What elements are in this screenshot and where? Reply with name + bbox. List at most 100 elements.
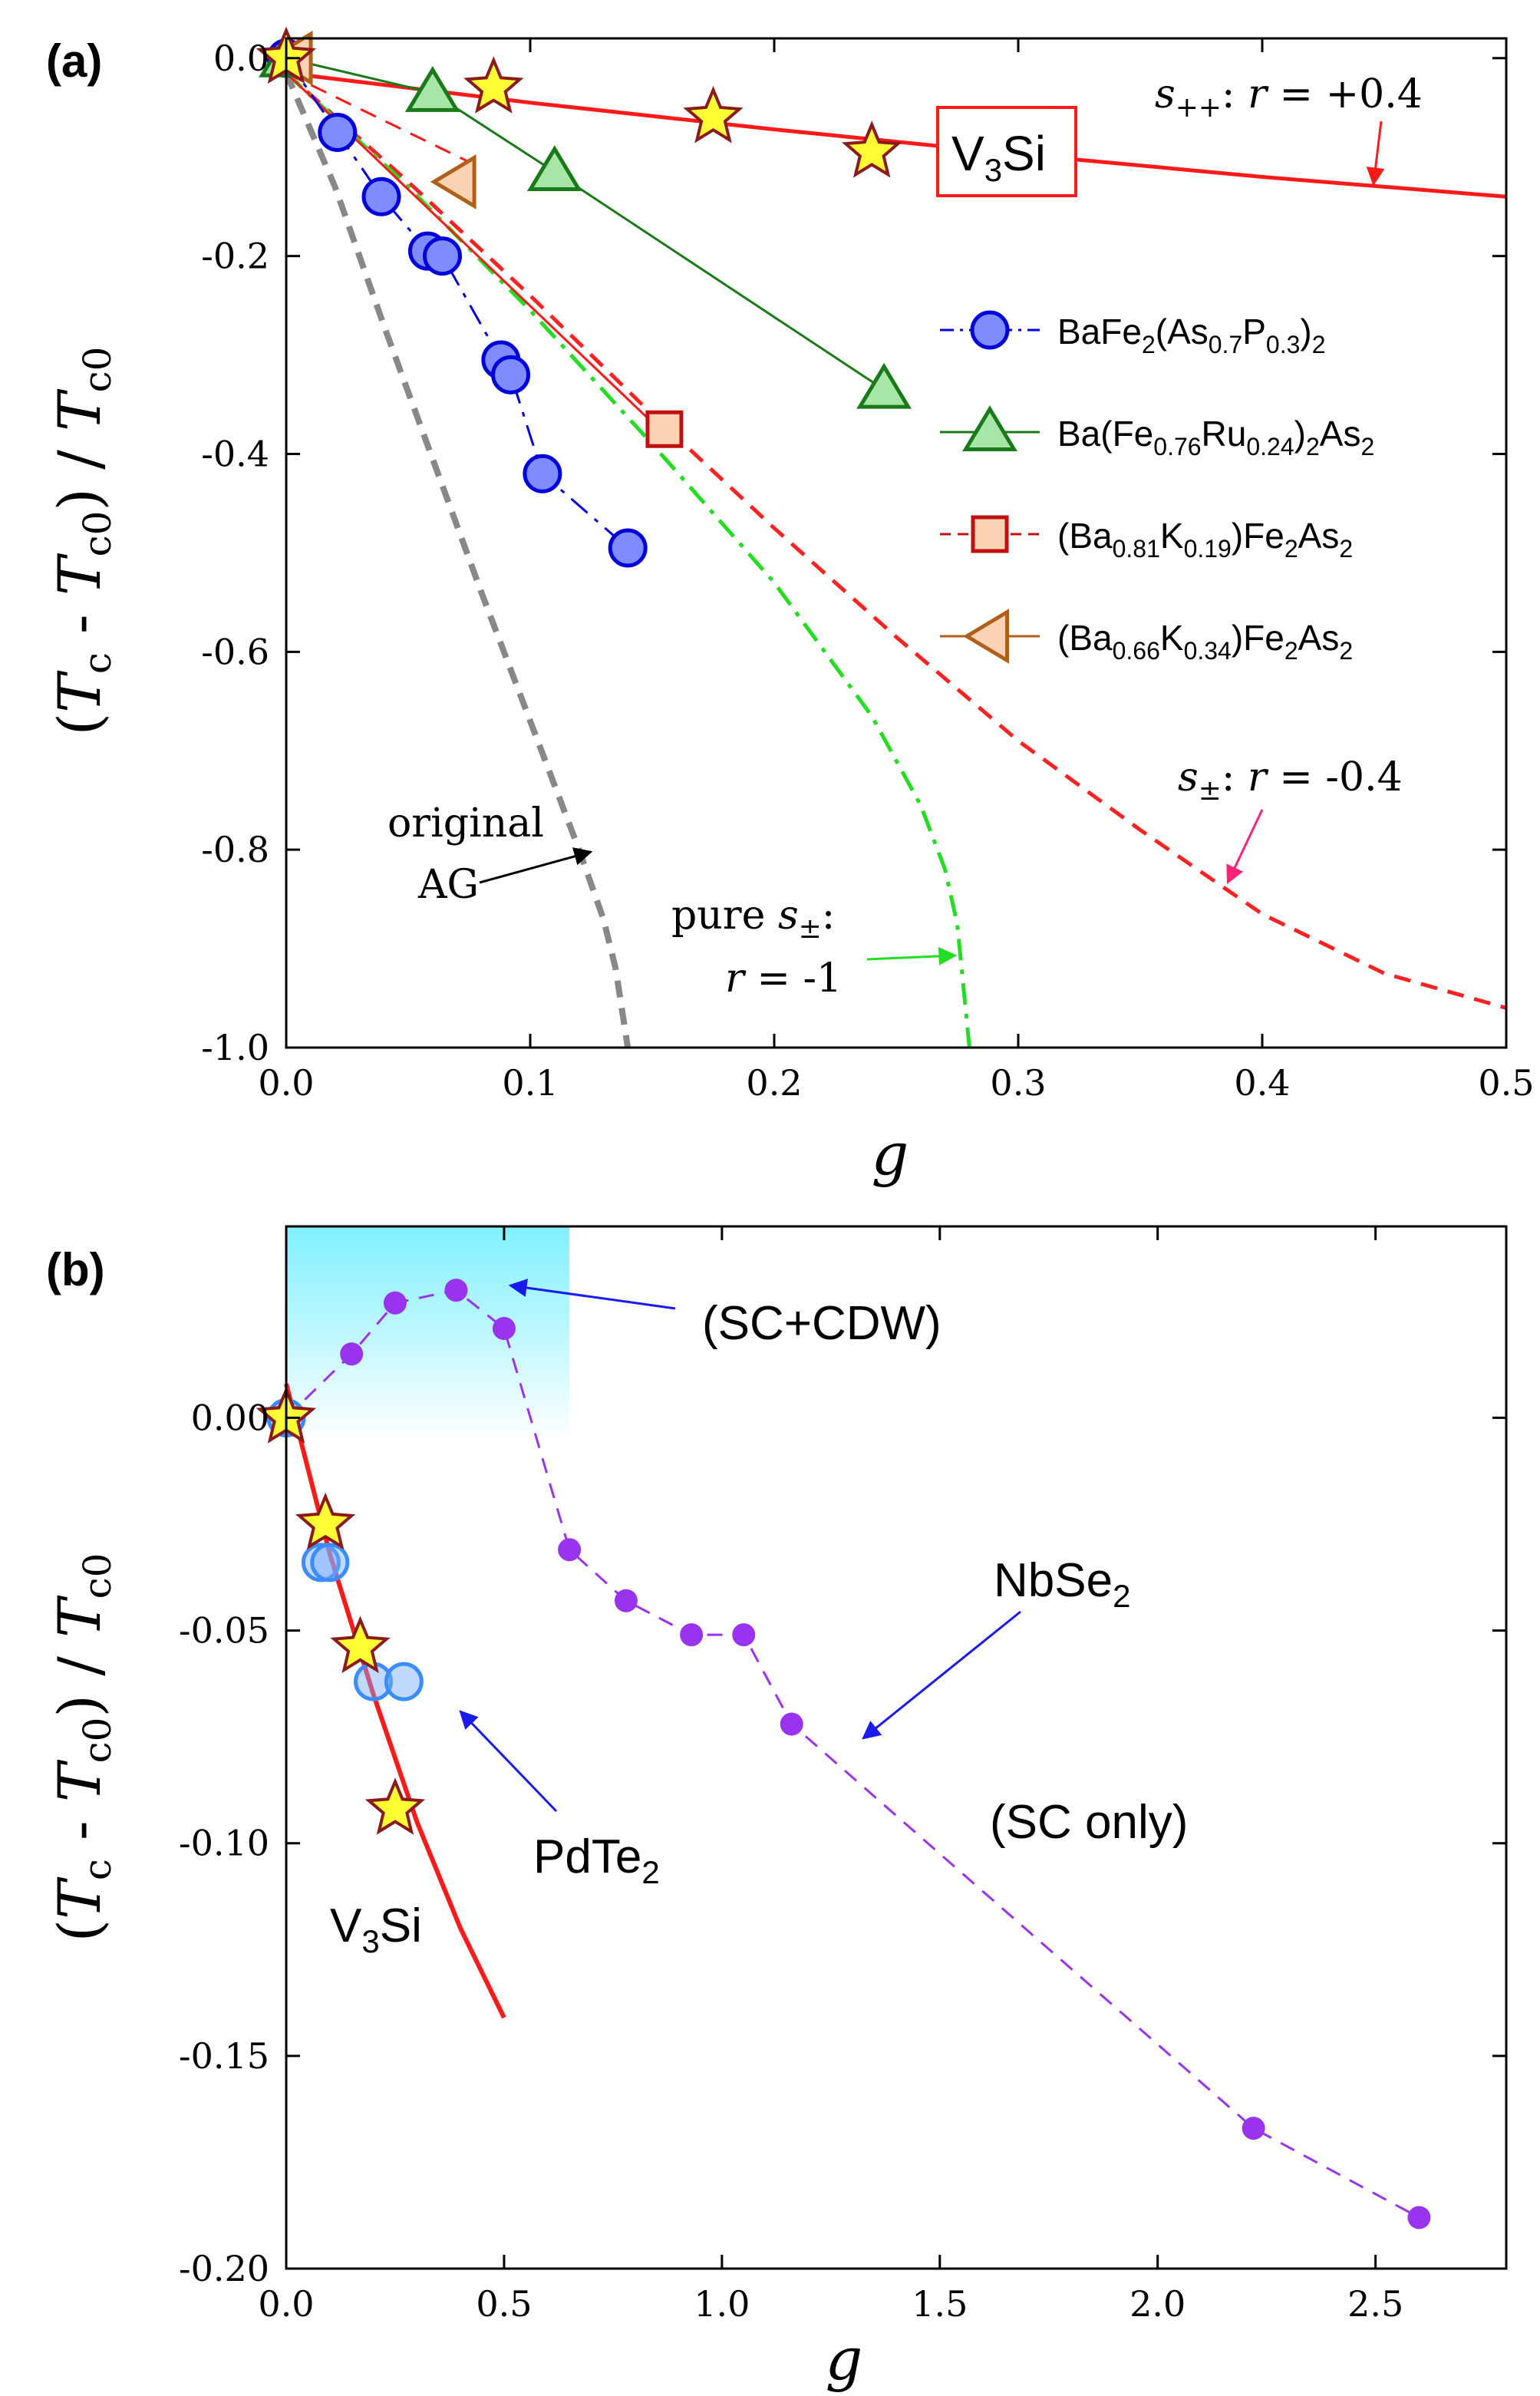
v3si-box-label: V3Si xyxy=(936,106,1077,197)
panel-a-point-1-7 xyxy=(523,454,562,493)
panel-b-point-1-4 xyxy=(384,1662,424,1701)
panel-a-ytick-label: -0.8 xyxy=(201,829,269,870)
spp-label: s++: r = +0.4 xyxy=(1155,71,1423,186)
panel-a-ytick-label: -1.0 xyxy=(201,1027,269,1068)
panel-a-frame xyxy=(285,37,1508,1049)
nbse2-label: NbSe2 xyxy=(862,1554,1130,1740)
legend-entry-2: (Ba0.81K0.19)Fe2As2 xyxy=(940,515,1353,563)
panel-b-frame xyxy=(285,1225,1508,2270)
panel-b-xtick-label: 1.0 xyxy=(694,2283,750,2325)
legend-label-1: Ba(Fe0.76Ru0.24)2As2 xyxy=(1057,414,1374,460)
svg-text:V3Si: V3Si xyxy=(951,126,1046,188)
svg-text:PdTe2: PdTe2 xyxy=(533,1830,660,1890)
legend-marker-2 xyxy=(971,515,1009,553)
spm-arrow xyxy=(1226,809,1264,885)
panel-a-point-0-2 xyxy=(683,85,744,144)
panel-a-ytick-label: -0.6 xyxy=(201,631,269,672)
panel-b-xtick-label: 2.0 xyxy=(1129,2283,1186,2325)
svg-text:(Tc - Tc0) / Tc0: (Tc - Tc0) / Tc0 xyxy=(45,346,120,735)
legend-label-2: (Ba0.81K0.19)Fe2As2 xyxy=(1057,516,1353,563)
panel-b-point-0-11 xyxy=(1407,2206,1431,2229)
panel-b-point-0-7 xyxy=(680,1623,704,1647)
panel-b-point-0-8 xyxy=(732,1623,756,1647)
panel-b-point-1-2 xyxy=(310,1543,350,1582)
legend-label-0: BaFe2(As0.7P0.3)2 xyxy=(1057,312,1326,358)
sccdw-label: (SC+CDW) xyxy=(508,1279,941,1350)
pure-spm-arrow xyxy=(866,946,958,965)
panel-a-x-title: g xyxy=(872,1120,909,1188)
panel-a-y-title: (Tc - Tc0) / Tc0 xyxy=(45,346,120,735)
pdte2-arrow xyxy=(459,1710,558,1813)
original-ag-label: original AG xyxy=(387,800,593,908)
panel-b-label: (b) xyxy=(46,1244,105,1295)
original-ag-arrow xyxy=(479,847,593,884)
svg-text:s±: r = -0.4: s±: r = -0.4 xyxy=(1178,754,1403,807)
svg-text:s++: r = +0.4: s++: r = +0.4 xyxy=(1155,71,1423,124)
panel-b-point-2-2 xyxy=(330,1615,391,1674)
legend-marker-0 xyxy=(970,310,1010,350)
panel-a-xtick-label: 0.2 xyxy=(746,1062,802,1104)
v3si-b-label: V3Si xyxy=(330,1899,422,1959)
panel-b-point-0-3 xyxy=(444,1279,468,1302)
panel-b-point-2-3 xyxy=(364,1777,426,1835)
legend-marker-1 xyxy=(962,405,1017,451)
panel-a-xtick-label: 0.3 xyxy=(990,1062,1046,1104)
panel-a-point-2-3 xyxy=(856,362,912,409)
panel-b-xtick-label: 2.5 xyxy=(1347,2283,1403,2325)
svg-text:r = -1: r = -1 xyxy=(725,955,842,1002)
panel-a-point-2-2 xyxy=(526,145,582,192)
panel-a-point-3-0 xyxy=(645,410,684,448)
panel-b-x-title: g xyxy=(826,2325,863,2393)
panel-b-ytick-label: -0.10 xyxy=(179,1823,269,1864)
panel-a-curve-1 xyxy=(285,71,1507,1010)
legend-label-3: (Ba0.66K0.34)Fe2As2 xyxy=(1057,618,1353,665)
panel-b-ytick-label: -0.15 xyxy=(179,2035,269,2077)
panel-b-point-2-1 xyxy=(295,1492,356,1550)
panel-a-point-0-1 xyxy=(463,56,524,114)
panel-b-xtick-label: 0.0 xyxy=(258,2283,314,2325)
panel-a-point-1-1 xyxy=(318,112,358,152)
panel-a-legend: BaFe2(As0.7P0.3)2 Ba(Fe0.76Ru0.24)2As2 (Ba… xyxy=(940,310,1374,665)
panel-a-point-4-1 xyxy=(430,154,477,210)
spm-label: s±: r = -0.4 xyxy=(1178,754,1403,885)
panel-a-ytick-label: -0.2 xyxy=(201,236,269,277)
panel-a-plot xyxy=(256,26,1507,1048)
sc-cdw-region xyxy=(286,1226,570,1441)
panel-a-ytick-label: -0.4 xyxy=(201,433,269,474)
panel-b-point-0-9 xyxy=(780,1712,803,1736)
panel-a-ytick-label: 0.0 xyxy=(213,38,269,79)
panel-b-series-line-0 xyxy=(285,1289,1420,2219)
panel-a-xtick-label: 0.0 xyxy=(258,1062,314,1104)
legend-entry-1: Ba(Fe0.76Ru0.24)2As2 xyxy=(940,405,1374,460)
panel-b-point-0-2 xyxy=(383,1291,407,1315)
panel-b-point-0-1 xyxy=(340,1342,364,1366)
svg-text:original: original xyxy=(387,800,544,847)
svg-text:pure s±:: pure s±: xyxy=(671,893,835,945)
panel-b-ytick-label: -0.20 xyxy=(179,2248,269,2289)
panel-b-ytick-label: 0.00 xyxy=(191,1397,269,1438)
panel-b-point-0-4 xyxy=(492,1317,516,1341)
panel-b-ticks: 0.0 0.5 1.0 1.5 2.0 2.5 0.00 -0.05 -0.10 -0.15 -0.… xyxy=(179,1226,1506,2325)
svg-text:AG: AG xyxy=(417,862,479,908)
panel-b-y-title: (Tc - Tc0) / Tc0 xyxy=(45,1553,120,1942)
panel-a-xtick-label: 0.1 xyxy=(502,1062,558,1104)
panel-a-point-1-8 xyxy=(608,528,648,568)
sconly-label: (SC only) xyxy=(990,1796,1188,1849)
pure-spm-label: pure s±: r = -1 xyxy=(671,893,958,1002)
svg-text:(Tc - Tc0) / Tc0: (Tc - Tc0) / Tc0 xyxy=(45,1553,120,1942)
legend-entry-0: BaFe2(As0.7P0.3)2 xyxy=(940,310,1326,358)
panel-a-ticks: 0.0 0.1 0.2 0.3 0.4 0.5 0.0 -0.2 -0.4 -0.6 -0.8 -1.… xyxy=(201,38,1534,1104)
panel-b-ytick-label: -0.05 xyxy=(179,1610,269,1652)
panel-b-xtick-label: 0.5 xyxy=(476,2283,532,2325)
panel-a-point-2-1 xyxy=(404,66,460,112)
panel-a-point-1-2 xyxy=(361,177,401,216)
panel-a-xtick-label: 0.5 xyxy=(1478,1062,1534,1104)
svg-text:NbSe2: NbSe2 xyxy=(994,1554,1130,1614)
panel-a-label: (a) xyxy=(46,35,102,87)
pdte2-label: PdTe2 xyxy=(459,1710,660,1890)
panel-b-plot xyxy=(256,1226,1431,2229)
panel-b-point-0-5 xyxy=(558,1538,582,1562)
panel-b-point-0-10 xyxy=(1242,2117,1265,2140)
panel-b-xtick-label: 1.5 xyxy=(912,2283,968,2325)
